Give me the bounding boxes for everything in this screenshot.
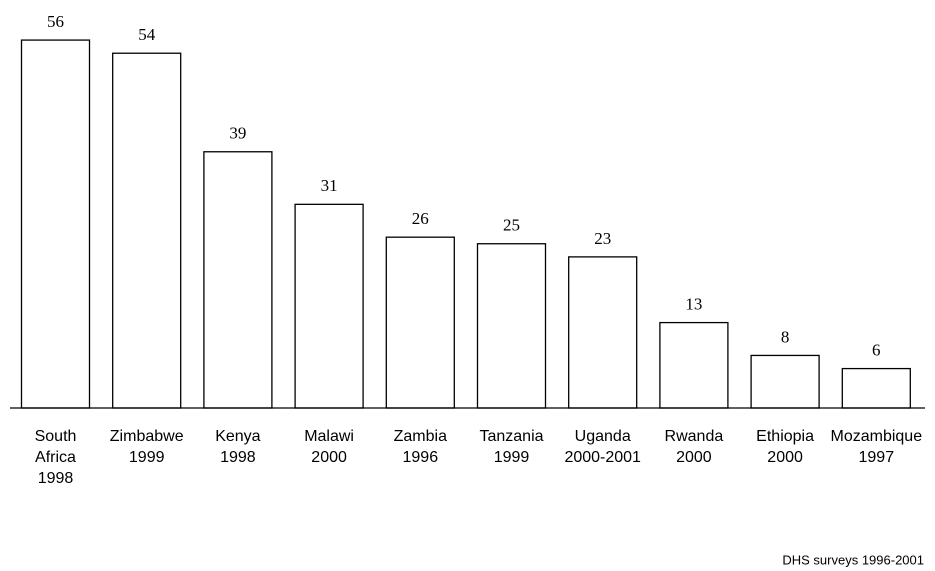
x-tick-label: Malawi [304,428,354,445]
bar [750,354,820,409]
bar [385,236,455,409]
value-label: 26 [412,209,429,228]
value-label: 13 [685,294,702,313]
value-label: 54 [138,25,156,44]
bar [841,367,911,409]
bar [476,243,547,409]
x-tick-label: Ethiopia [756,428,814,445]
x-tick-label: Tanzania [479,428,543,445]
x-tick-label: 1999 [494,449,530,466]
value-label: 23 [594,229,611,248]
x-tick-label: Zimbabwe [110,428,184,445]
value-label: 56 [47,12,64,31]
x-tick-label: 1996 [403,449,439,466]
x-tick-label: 2000 [676,449,712,466]
x-tick-label: 2000 [767,449,803,466]
bar [112,52,182,409]
x-tick-label: Rwanda [665,428,724,445]
bar [20,39,91,409]
x-tick-label: 1998 [220,449,256,466]
bar [568,256,638,409]
value-label: 31 [321,176,338,195]
value-label: 25 [503,216,520,235]
source-note: DHS surveys 1996-2001 [782,552,924,567]
x-tick-label: South [35,428,77,445]
x-tick-label: 1998 [38,470,74,487]
bar [659,321,729,409]
x-tick-label: 1999 [129,449,165,466]
x-tick-label: Kenya [215,428,260,445]
x-tick-label: 2000 [311,449,347,466]
value-label: 39 [229,124,246,143]
x-tick-label: Africa [35,449,76,466]
x-tick-label: Uganda [575,428,631,445]
bar [203,151,273,409]
x-tick-label: Mozambique [830,428,922,445]
x-tick-label: Zambia [394,428,447,445]
x-tick-label: 1997 [859,449,895,466]
value-label: 8 [781,327,790,346]
x-tick-label: 2000-2001 [564,449,641,466]
bar [294,203,364,409]
value-label: 6 [872,340,881,359]
